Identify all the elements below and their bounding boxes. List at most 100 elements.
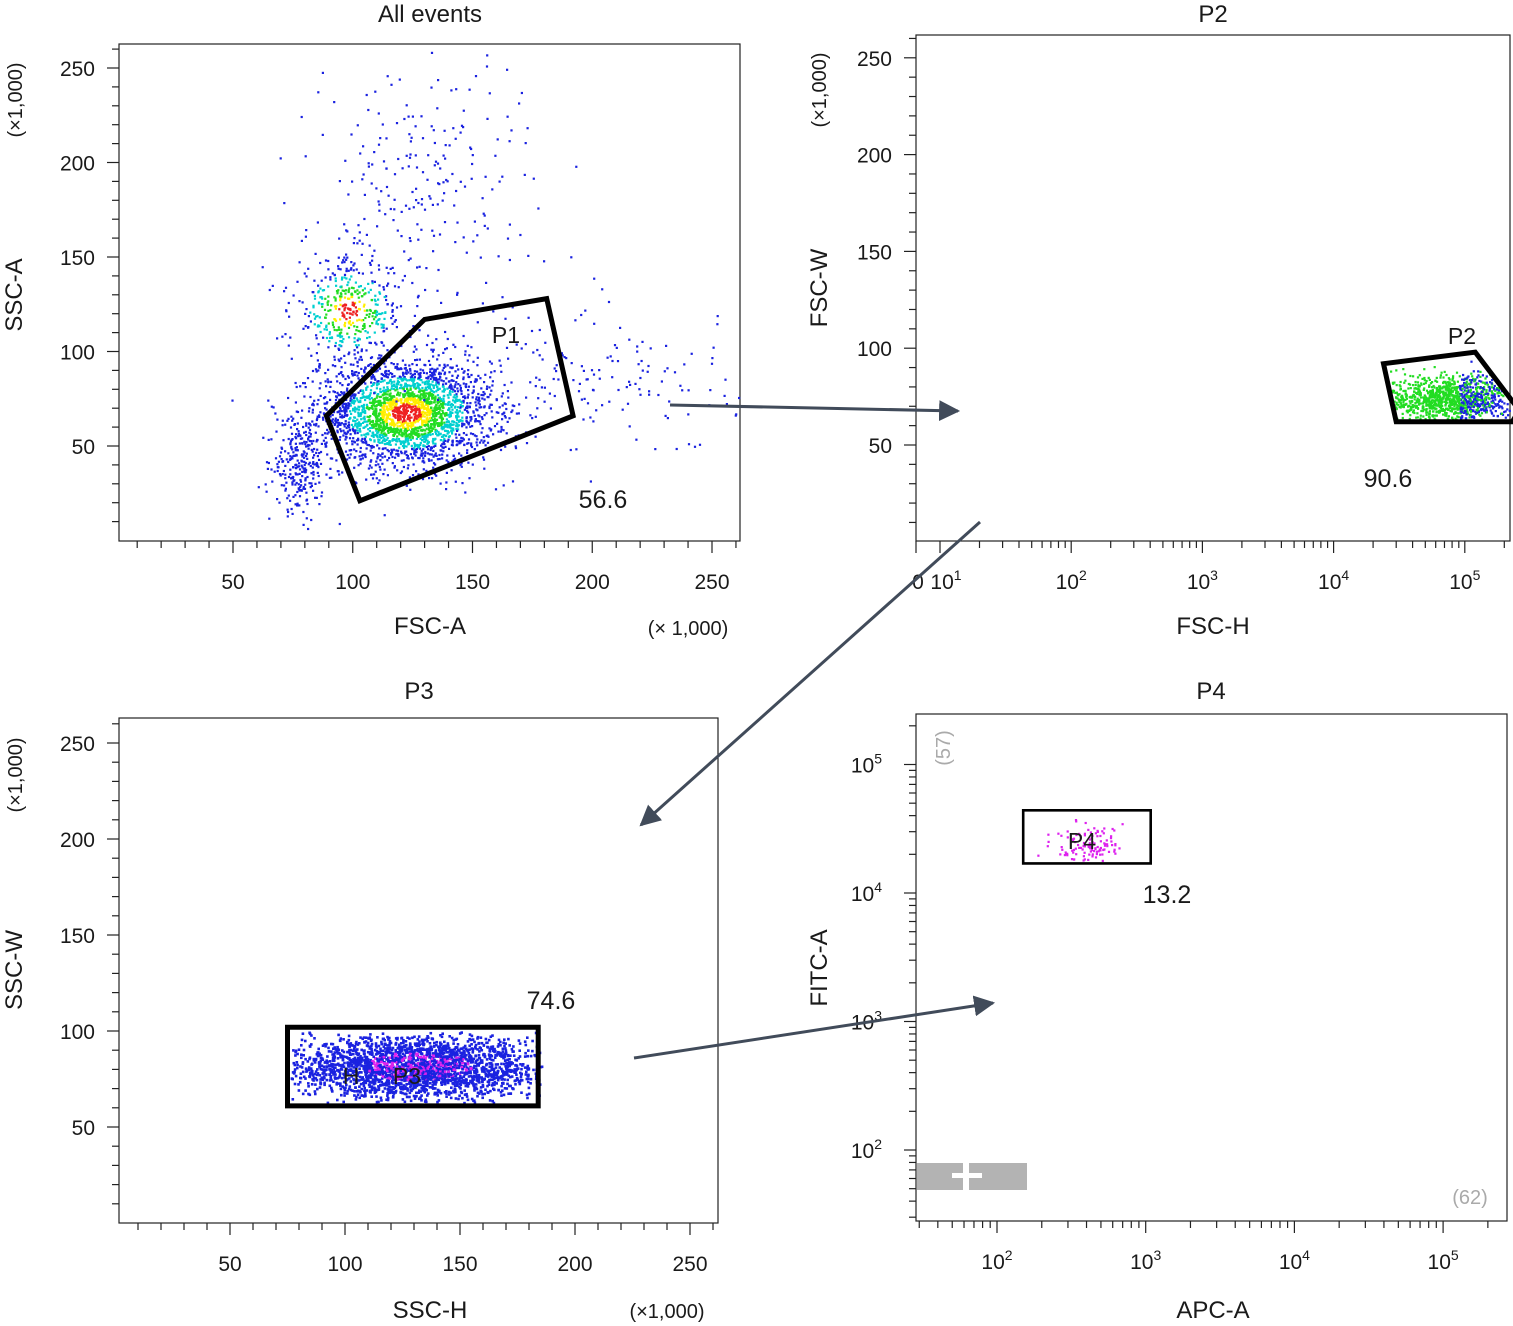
event-dot — [299, 486, 302, 489]
event-dot — [278, 501, 281, 504]
event-dot — [400, 401, 403, 404]
event-dot — [1435, 394, 1438, 397]
event-dot — [322, 397, 326, 400]
event-dot — [1455, 406, 1458, 409]
event-dot — [434, 399, 437, 402]
event-dot — [381, 415, 384, 419]
event-dot — [339, 406, 342, 409]
event-dot — [327, 431, 330, 434]
event-dot — [451, 420, 454, 423]
event-dot — [357, 464, 360, 467]
panel-title: P2 — [1198, 1, 1227, 28]
event-dot — [1439, 385, 1442, 388]
event-dot — [334, 307, 337, 310]
event-dot — [377, 425, 380, 428]
event-dot — [378, 209, 381, 212]
event-dot — [397, 367, 400, 370]
event-dot — [340, 410, 343, 413]
event-dot — [1444, 388, 1447, 391]
event-dot — [445, 434, 448, 438]
event-dot — [1437, 401, 1440, 404]
event-dot — [1433, 404, 1436, 407]
event-dot — [575, 448, 578, 451]
event-dot — [431, 350, 434, 353]
event-dot — [434, 413, 437, 416]
event-dot — [360, 319, 363, 322]
event-dot — [361, 457, 364, 460]
event-dot — [378, 402, 381, 405]
event-dot — [356, 351, 360, 354]
event-dot — [466, 402, 469, 405]
event-dot — [314, 431, 317, 434]
event-dot — [383, 400, 386, 403]
event-dot — [451, 379, 454, 382]
event-dot — [403, 367, 406, 370]
event-dot — [1401, 412, 1404, 415]
event-dot — [437, 424, 440, 427]
event-dot — [388, 404, 391, 407]
event-dot — [257, 486, 260, 489]
x-tick-exponent: 1 — [954, 567, 962, 583]
event-dot — [410, 402, 414, 406]
event-dot — [1393, 400, 1396, 403]
event-dot — [294, 436, 297, 439]
event-dot — [309, 395, 312, 399]
event-dot — [377, 143, 381, 146]
event-dot — [321, 303, 324, 306]
event-dot — [303, 456, 306, 459]
event-dot — [500, 370, 503, 373]
event-dot — [307, 426, 310, 429]
event-dot — [432, 376, 435, 379]
event-dot — [411, 379, 414, 382]
event-dot — [282, 439, 285, 442]
event-dot — [305, 275, 308, 278]
event-dot — [410, 444, 413, 447]
event-dot — [397, 431, 400, 434]
event-dot — [410, 433, 413, 436]
event-dot — [353, 237, 356, 240]
event-dot — [1482, 393, 1485, 396]
event-dot — [418, 418, 421, 421]
event-dot — [291, 483, 294, 486]
event-dot — [1486, 401, 1489, 404]
event-dot — [1466, 403, 1469, 406]
event-dot — [368, 430, 371, 433]
event-dot — [346, 430, 350, 433]
event-dot — [424, 400, 427, 403]
event-dot — [404, 432, 407, 435]
event-dot — [427, 396, 430, 399]
event-dot — [442, 406, 445, 409]
event-dot — [343, 289, 346, 292]
event-dot — [363, 217, 366, 221]
event-dot — [360, 404, 363, 408]
event-dot — [1418, 398, 1421, 401]
event-dot — [1451, 390, 1455, 393]
event-dot — [433, 373, 436, 376]
event-dot — [390, 304, 393, 307]
event-dot — [450, 402, 453, 406]
event-dot — [511, 480, 515, 483]
event-dot — [390, 83, 393, 86]
event-dot — [355, 397, 358, 400]
event-dot — [524, 343, 527, 346]
event-dot — [1496, 387, 1499, 390]
event-dot — [723, 394, 726, 397]
event-dot — [1427, 391, 1430, 394]
event-dot — [367, 419, 370, 422]
event-dot — [325, 445, 328, 448]
event-dot — [495, 399, 498, 402]
event-dot — [434, 452, 437, 455]
event-dot — [295, 385, 298, 389]
event-dot — [417, 446, 421, 449]
event-dot — [394, 366, 397, 369]
event-dot — [373, 280, 376, 283]
event-dot — [427, 445, 430, 448]
event-dot — [1504, 416, 1507, 419]
event-dot — [469, 425, 472, 428]
event-dot — [1431, 390, 1434, 393]
event-dot — [560, 352, 563, 355]
event-dot — [1494, 410, 1497, 413]
event-dot — [1480, 409, 1483, 412]
event-dot — [312, 306, 315, 309]
event-dot — [418, 329, 421, 332]
